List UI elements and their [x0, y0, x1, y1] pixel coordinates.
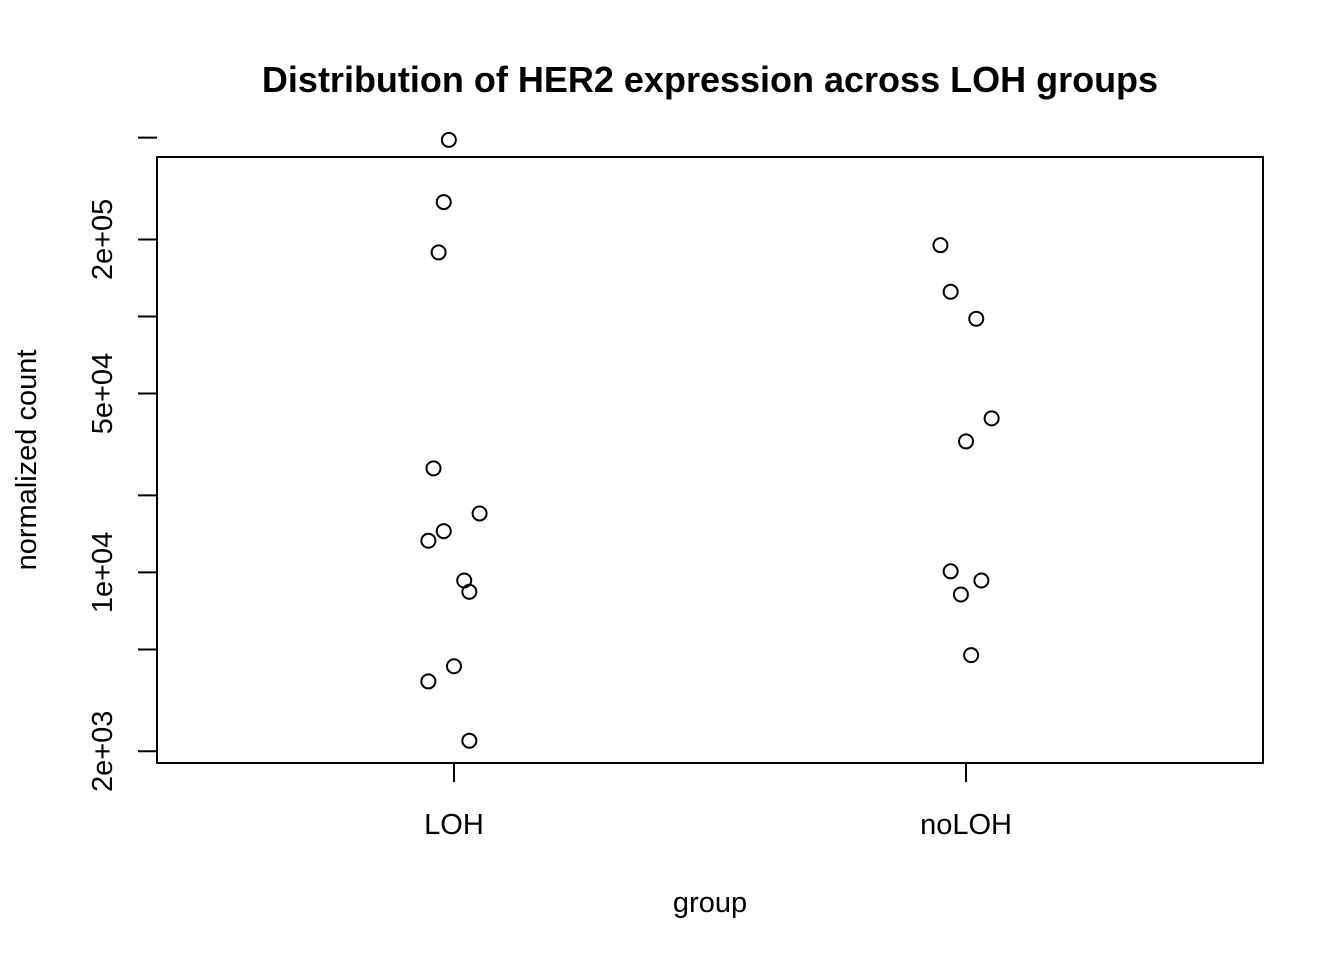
y-tick-label: 5e+04	[87, 353, 119, 434]
chart-title: Distribution of HER2 expression across L…	[262, 59, 1158, 100]
y-tick-label: 1e+04	[87, 532, 119, 613]
data-point	[461, 732, 478, 749]
data-point	[420, 673, 437, 690]
data-points	[420, 131, 1000, 749]
x-axis-label: group	[673, 887, 747, 919]
x-tick-label: noLOH	[920, 809, 1012, 841]
data-point	[973, 572, 990, 589]
data-point	[420, 532, 437, 549]
data-point	[983, 410, 1000, 427]
x-axis: LOH noLOH	[424, 763, 1012, 841]
data-point	[430, 244, 447, 261]
data-point	[440, 131, 457, 148]
x-tick-label: LOH	[424, 809, 484, 841]
data-point	[952, 586, 969, 603]
data-point	[445, 658, 462, 675]
data-point	[461, 583, 478, 600]
data-point	[425, 460, 442, 477]
data-point	[963, 647, 980, 664]
data-point	[435, 523, 452, 540]
y-tick-label: 2e+03	[87, 711, 119, 792]
y-tick-label: 2e+05	[87, 199, 119, 280]
data-point	[958, 433, 975, 450]
y-axis-label: normalized count	[11, 350, 43, 571]
data-point	[942, 283, 959, 300]
data-point	[471, 505, 488, 522]
data-point	[942, 563, 959, 580]
y-axis: 2e+03 1e+04 5e+04 2e+05	[87, 136, 157, 792]
data-point	[968, 310, 985, 327]
data-point	[932, 237, 949, 254]
data-point	[435, 194, 452, 211]
plot-frame	[156, 156, 1264, 764]
